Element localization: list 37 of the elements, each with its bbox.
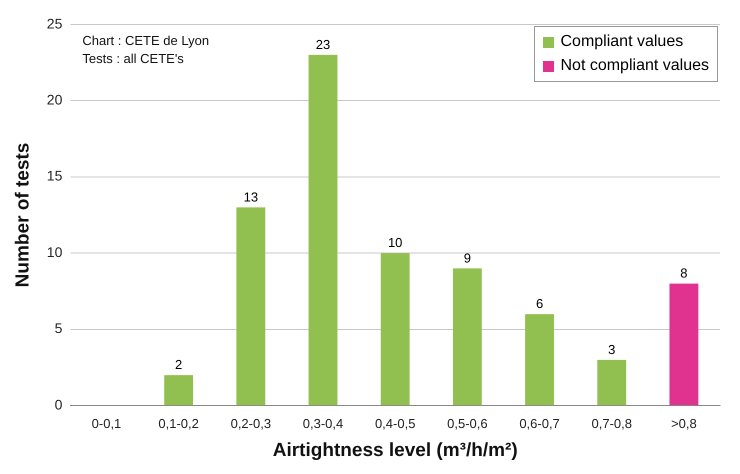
x-tick-label: 0,1-0,2 <box>158 416 199 431</box>
data-label: 6 <box>536 296 544 312</box>
x-tick-label: 0,4-0,5 <box>374 416 416 431</box>
x-tick-label: >0,8 <box>671 416 697 431</box>
annotation: Chart : CETE de Lyon <box>82 32 210 50</box>
bar <box>308 54 338 406</box>
y-tick-label: 10 <box>46 244 63 260</box>
data-label: 23 <box>316 36 330 52</box>
bar <box>669 284 698 406</box>
legend-label: Compliant values <box>560 32 684 52</box>
bar <box>597 360 626 406</box>
x-tick-label: 0,3-0,4 <box>302 416 344 431</box>
y-tick-label: 25 <box>46 15 63 32</box>
data-label: 9 <box>464 250 471 266</box>
y-tick-label: 0 <box>54 396 63 412</box>
data-label: 13 <box>244 189 258 204</box>
data-label: 8 <box>680 266 688 281</box>
bar <box>164 375 194 406</box>
y-tick-label: 20 <box>46 92 63 108</box>
x-tick-label: 0,2-0,3 <box>230 416 272 431</box>
data-label: 3 <box>608 342 616 357</box>
x-tick-label: 0-0,1 <box>92 416 122 431</box>
data-label: 2 <box>175 357 182 372</box>
y-tick-label: 15 <box>46 168 63 184</box>
bar <box>525 314 554 406</box>
y-axis-title: Number of tests <box>12 142 34 288</box>
annotation: Tests : all CETE's <box>82 50 185 68</box>
bar <box>380 253 410 406</box>
x-tick-label: 0,6-0,7 <box>519 416 560 431</box>
x-axis-title: Airtightness level (m³/h/m²) <box>272 440 518 461</box>
bar <box>236 207 266 406</box>
y-tick-label: 5 <box>54 320 63 336</box>
data-label: 10 <box>388 235 402 250</box>
legend-label: Not compliant values <box>560 56 709 76</box>
bar <box>452 268 482 406</box>
x-tick-label: 0,7-0,8 <box>591 416 632 431</box>
x-tick-label: 0,5-0,6 <box>447 416 488 431</box>
